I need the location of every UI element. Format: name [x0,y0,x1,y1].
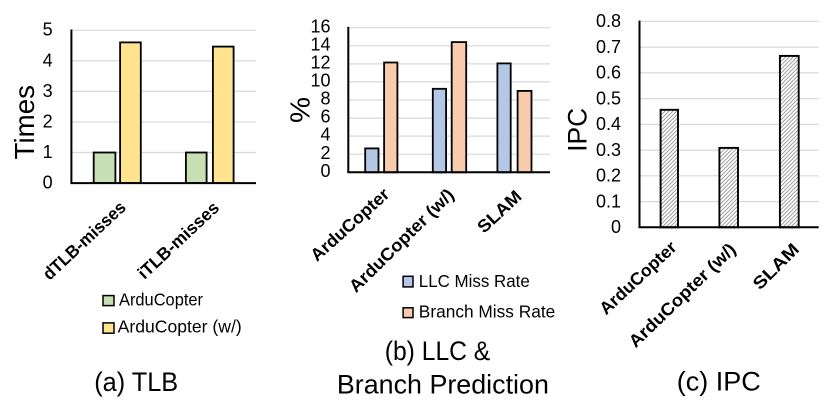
svg-text:0.2: 0.2 [596,166,621,186]
svg-text:4: 4 [43,50,53,70]
svg-text:ArduCopter (w/): ArduCopter (w/) [118,317,242,337]
svg-text:0.5: 0.5 [596,88,621,108]
svg-text:ArduCopter: ArduCopter [119,290,203,310]
svg-text:LLC Miss Rate: LLC Miss Rate [419,271,530,291]
svg-text:0.1: 0.1 [596,191,621,211]
svg-text:14: 14 [310,34,330,54]
svg-text:Branch Prediction: Branch Prediction [337,369,549,399]
svg-text:2: 2 [320,143,330,163]
svg-text:(b) LLC &: (b) LLC & [385,336,491,366]
svg-text:4: 4 [320,125,330,145]
svg-text:12: 12 [310,53,330,73]
svg-text:(a) TLB: (a) TLB [94,367,178,397]
svg-text:2: 2 [43,112,53,132]
svg-text:1: 1 [43,142,53,162]
svg-text:0: 0 [43,172,53,192]
svg-text:6: 6 [320,107,330,127]
svg-text:16: 16 [310,16,330,36]
svg-text:0.8: 0.8 [596,11,621,31]
svg-text:10: 10 [310,71,330,91]
svg-text:IPC: IPC [562,108,592,152]
svg-text:Times: Times [9,85,40,160]
svg-text:0: 0 [611,217,621,237]
svg-text:8: 8 [320,89,330,109]
svg-text:0.7: 0.7 [596,37,621,57]
svg-text:3: 3 [43,81,53,101]
svg-text:%: % [285,97,316,123]
svg-text:0: 0 [320,161,330,181]
svg-text:0.4: 0.4 [596,114,621,134]
svg-text:5: 5 [43,20,53,40]
svg-text:Branch Miss Rate: Branch Miss Rate [419,302,556,322]
svg-text:0.3: 0.3 [596,140,621,160]
svg-text:0.6: 0.6 [596,63,621,83]
svg-text:(c) IPC: (c) IPC [677,367,761,397]
